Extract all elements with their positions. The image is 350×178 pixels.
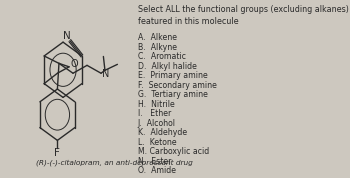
Text: F.  Secondary amine: F. Secondary amine (138, 81, 217, 90)
Text: J.  Alcohol: J. Alcohol (138, 119, 176, 128)
Text: D.  Alkyl halide: D. Alkyl halide (138, 62, 196, 71)
Text: M. Carboxylic acid: M. Carboxylic acid (138, 147, 209, 156)
Text: L.  Ketone: L. Ketone (138, 138, 176, 146)
Text: O: O (71, 59, 78, 69)
Text: I.   Ether: I. Ether (138, 109, 171, 118)
Text: Select ALL the functional groups (excluding alkanes)
featured in this molecule: Select ALL the functional groups (exclud… (138, 5, 349, 25)
Text: N: N (63, 32, 70, 41)
Text: C.  Aromatic: C. Aromatic (138, 52, 186, 61)
Text: E.  Primary amine: E. Primary amine (138, 71, 208, 80)
Text: K.  Aldehyde: K. Aldehyde (138, 128, 187, 137)
Text: (R)-(-)-citalopram, an anti-depressant drug: (R)-(-)-citalopram, an anti-depressant d… (36, 159, 193, 166)
Text: N.  Ester: N. Ester (138, 156, 171, 166)
Text: A.  Alkene: A. Alkene (138, 33, 177, 42)
Text: O.  Amide: O. Amide (138, 166, 176, 175)
Text: H.  Nitrile: H. Nitrile (138, 100, 174, 109)
Text: B.  Alkyne: B. Alkyne (138, 43, 177, 52)
Text: N: N (102, 69, 110, 79)
Text: F: F (55, 148, 60, 158)
Text: G.  Tertiary amine: G. Tertiary amine (138, 90, 208, 99)
